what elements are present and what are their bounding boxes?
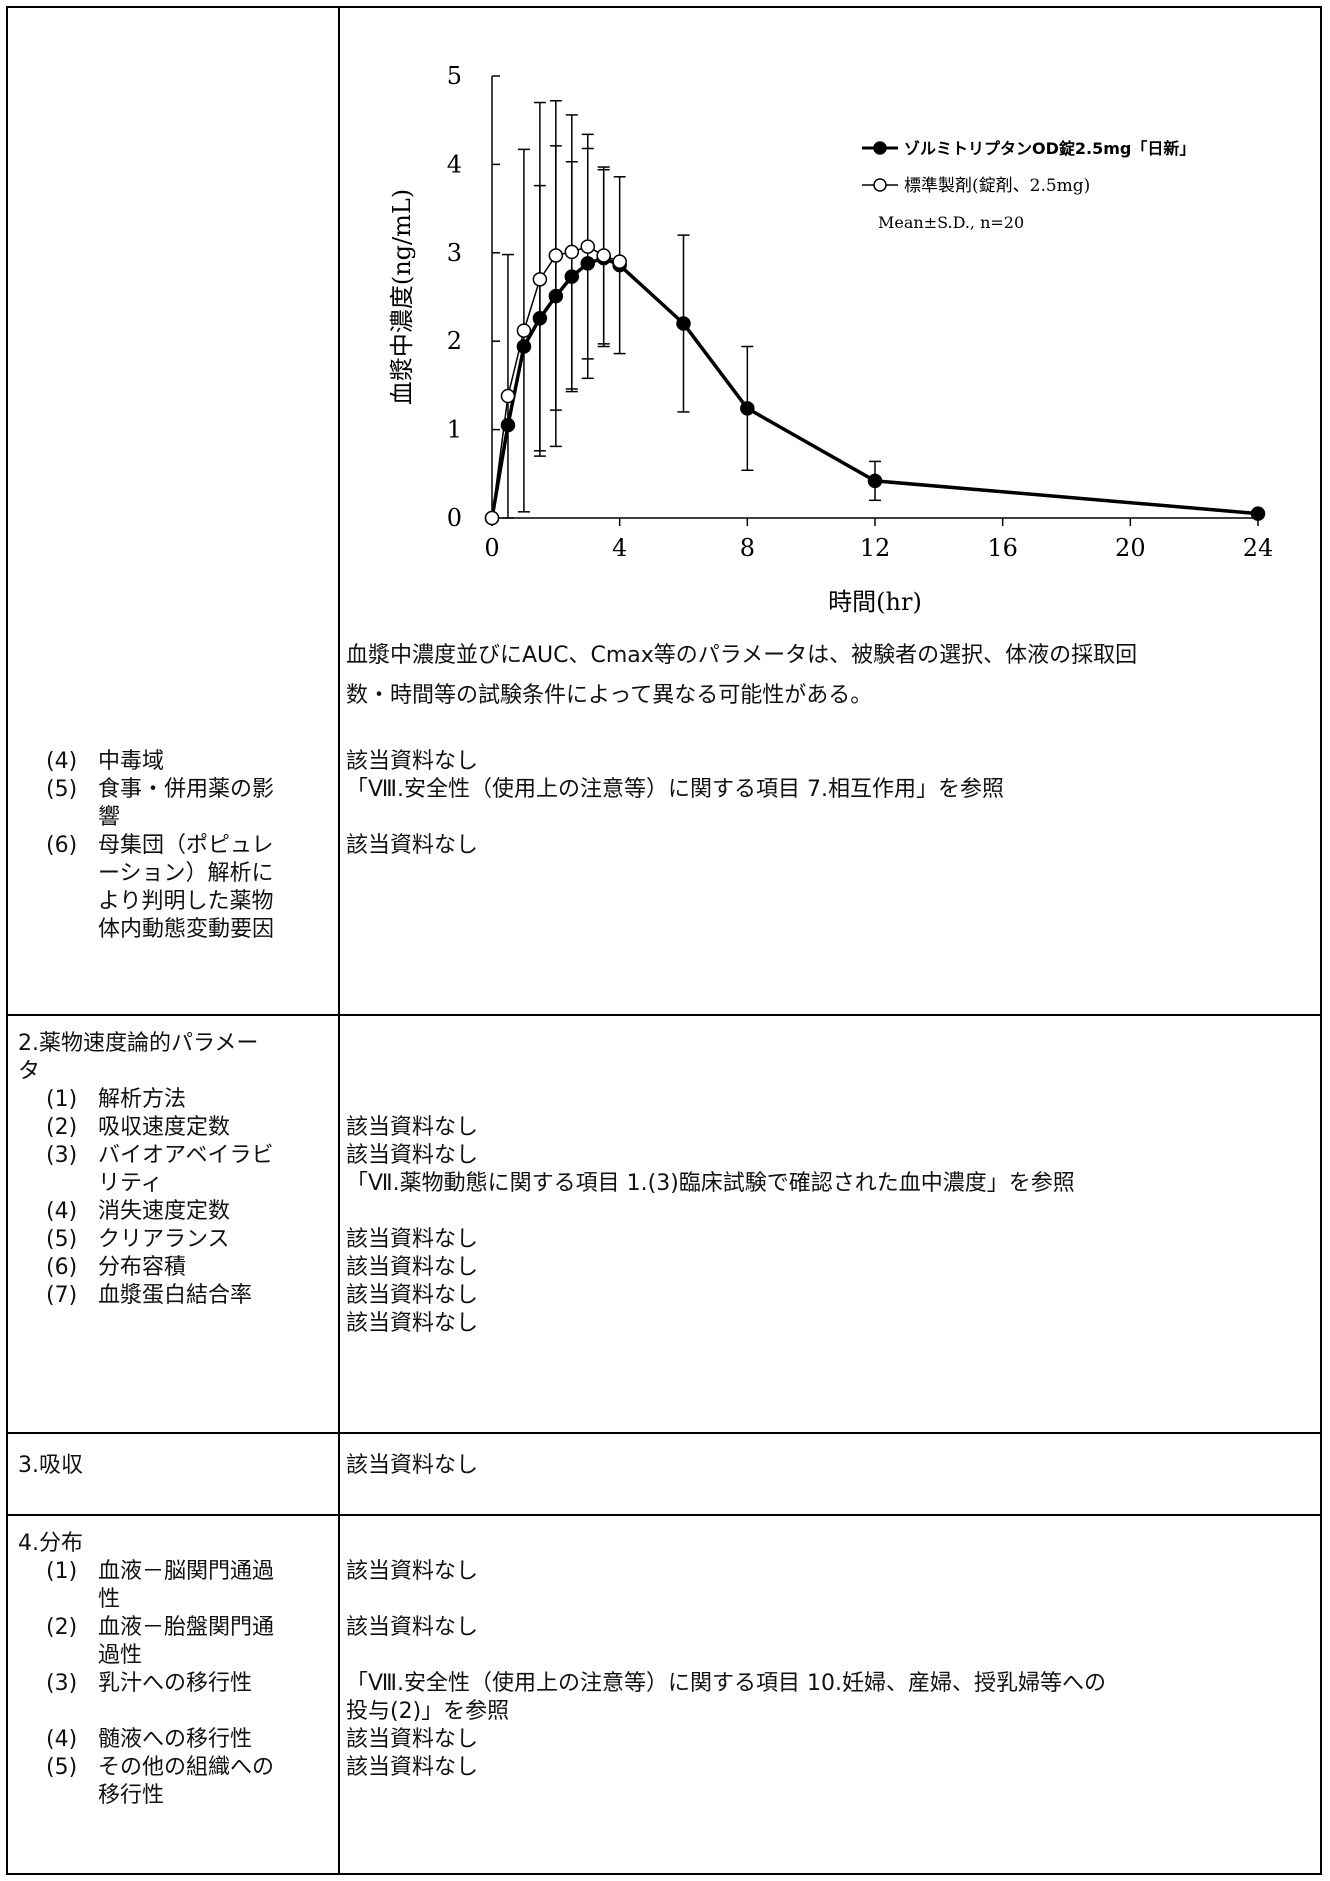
y-tick-label: 1 — [447, 416, 462, 444]
sec2-item: (7) 血漿蛋白結合率 — [46, 1283, 253, 1308]
item-label: 中毒域 — [98, 749, 165, 774]
item-number: (4) — [46, 749, 78, 774]
data-point — [676, 316, 691, 331]
y-tick-label: 3 — [447, 239, 462, 267]
data-point — [1250, 506, 1266, 521]
legend-label: ゾルミトリプタンOD錠2.5mg「日新」 — [904, 139, 1195, 158]
data-point — [516, 323, 532, 338]
sec2-item: (1) 解析方法 — [46, 1087, 187, 1112]
value-text: 該当資料なし — [346, 1453, 479, 1478]
item-number: (6) — [46, 833, 78, 858]
sec3-label: 3.吸収 — [18, 1452, 318, 1480]
section-title: 3.吸収 — [18, 1453, 83, 1478]
sec1-item: (5) 食事・併用薬の影響 — [18, 776, 318, 832]
item-number: (5) — [46, 777, 78, 802]
section-title: 4.分布 — [18, 1531, 83, 1556]
chart-legend: ゾルミトリプタンOD錠2.5mg「日新」標準製剤(錠剤、2.5mg) Mean±S… — [862, 139, 1195, 232]
x-tick-label: 0 — [484, 534, 499, 562]
x-tick-label: 4 — [612, 534, 627, 562]
x-tick-label: 20 — [1115, 534, 1146, 562]
sec2-item: (4) 消失速度定数 — [46, 1199, 231, 1224]
data-point — [564, 244, 580, 260]
data-point — [596, 248, 611, 263]
x-tick-label: 24 — [1243, 534, 1274, 562]
item-label: 食事・併用薬の影響 — [98, 777, 275, 830]
sec2-item: (2) 吸収速度定数 — [46, 1115, 231, 1140]
value-text: 該当資料なし — [346, 1115, 479, 1140]
sec2-item: (5) クリアランス — [46, 1227, 230, 1252]
sec2-item: (6) 分布容積 — [46, 1255, 187, 1280]
data-point — [867, 473, 883, 489]
value-text: 該当資料なし — [346, 1559, 479, 1584]
value-text: 該当資料なし — [346, 833, 479, 858]
sec1-item: (4) 中毒域 — [18, 748, 318, 776]
value-text: 「Ⅷ.安全性（使用上の注意等）に関する項目 7.相互作用」を参照 — [346, 777, 1004, 802]
sec4-item: (5) その他の組織への移行性 — [46, 1755, 275, 1808]
sec4-labels: 4.分布 (1) 血液－脳関門通過性 (2) 血液－胎盤関門通過性 (3) 乳汁への移… — [18, 1530, 318, 1810]
chart-series — [484, 100, 1266, 526]
x-axis-label: 時間(hr) — [828, 588, 922, 616]
value-text: 該当資料なし — [346, 1311, 479, 1336]
value-text: 投与(2)」を参照 — [346, 1699, 510, 1724]
value-text: 該当資料なし — [346, 1255, 479, 1280]
series-1 — [484, 145, 1266, 526]
item-label: 母集団（ポピュレーション）解析により判明した薬物体内動態変動要因 — [98, 833, 275, 942]
sec4-item: (2) 血液－胎盤関門通過性 — [46, 1615, 275, 1668]
series-2 — [484, 100, 627, 526]
value-text: 該当資料なし — [346, 1727, 479, 1752]
sec4-item: (3) 乳汁への移行性 — [46, 1671, 253, 1696]
sec2-labels: 2.薬物速度論的パラメータ (1) 解析方法 (2) 吸収速度定数 (3) バイオアベ… — [18, 1030, 318, 1310]
y-tick-label: 0 — [447, 504, 462, 532]
column-divider — [338, 8, 340, 1873]
note-line-2: 数・時間等の試験条件によって異なる可能性がある。 — [346, 683, 873, 708]
value-text: 該当資料なし — [346, 1283, 479, 1308]
sec4-item: (4) 髄液への移行性 — [46, 1727, 253, 1752]
data-point — [532, 272, 548, 287]
note-line-1: 血漿中濃度並びにAUC、Cmax等のパラメータは、被験者の選択、体液の採取回 — [346, 643, 1138, 668]
x-tick-label: 8 — [740, 534, 755, 562]
sec1-item: (6) 母集団（ポピュレーション）解析により判明した薬物体内動態変動要因 — [18, 832, 318, 944]
value-text: 「Ⅷ.安全性（使用上の注意等）に関する項目 10.妊婦、産婦、授乳婦等への — [346, 1671, 1106, 1696]
y-tick-label: 2 — [447, 327, 462, 355]
legend-marker — [873, 178, 887, 192]
section-title: 2.薬物速度論的パラメータ — [18, 1031, 259, 1084]
legend-marker — [873, 141, 887, 155]
data-point — [548, 248, 564, 263]
data-point — [612, 254, 627, 269]
row-divider — [8, 1014, 1320, 1016]
sec2-item: (3) バイオアベイラビリティ — [46, 1143, 274, 1196]
value-text: 該当資料なし — [346, 1143, 479, 1168]
data-point — [500, 388, 516, 404]
row-divider — [8, 1432, 1320, 1434]
data-point — [580, 239, 595, 254]
value-text: 該当資料なし — [346, 1755, 479, 1780]
y-axis-label: 血漿中濃度(ng/mL) — [388, 189, 416, 405]
sec1-labels: (4) 中毒域 (5) 食事・併用薬の影響 (6) 母集団（ポピュレーション）解… — [18, 748, 318, 944]
value-text: 該当資料なし — [346, 1227, 479, 1252]
legend-note: Mean±S.D., n=20 — [878, 213, 1024, 232]
y-tick-label: 5 — [447, 62, 462, 90]
sec4-item: (1) 血液－脳関門通過性 — [46, 1559, 275, 1612]
x-tick-label: 12 — [860, 534, 891, 562]
legend-label: 標準製剤(錠剤、2.5mg) — [904, 176, 1090, 196]
data-point — [740, 401, 755, 416]
document-table — [6, 6, 1322, 1875]
value-text: 該当資料なし — [346, 1615, 479, 1640]
data-point — [484, 510, 500, 526]
x-tick-label: 16 — [987, 534, 1018, 562]
y-tick-label: 4 — [447, 150, 462, 178]
value-text: 「Ⅶ.薬物動態に関する項目 1.(3)臨床試験で確認された血中濃度」を参照 — [346, 1171, 1075, 1196]
row-divider — [8, 1514, 1320, 1516]
value-text: 該当資料なし — [346, 749, 479, 774]
